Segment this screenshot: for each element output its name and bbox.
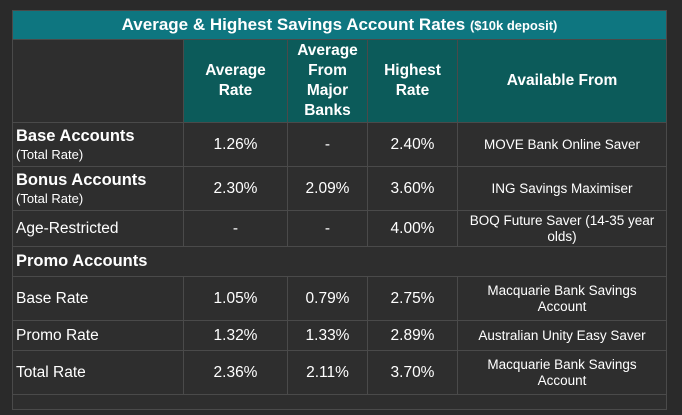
cell-average: 1.32%: [183, 320, 288, 351]
cell-average: 1.26%: [183, 122, 288, 167]
cell-major: 2.09%: [287, 166, 368, 211]
table-row-promo-base: Base Rate 1.05% 0.79% 2.75% Macquarie Ba…: [12, 276, 668, 321]
cell-highest: 2.89%: [367, 320, 458, 351]
cell-available: MOVE Bank Online Saver: [456, 122, 668, 167]
row-sublabel: (Total Rate): [16, 191, 84, 206]
cell-available: Macquarie Bank Savings Account: [456, 276, 668, 321]
cell-available: ING Savings Maximiser: [456, 166, 668, 211]
table-row-promo-total: Total Rate 2.36% 2.11% 3.70% Macquarie B…: [12, 350, 668, 395]
table-row-promo-section: Promo Accounts: [11, 246, 668, 277]
row-label-cell: Base Accounts (Total Rate): [12, 122, 184, 167]
table-row-promo-rate: Promo Rate 1.32% 1.33% 2.89% Australian …: [12, 320, 668, 351]
header-blank-cell: [12, 39, 184, 123]
cell-highest: 2.40%: [367, 122, 458, 167]
cell-major: 1.33%: [287, 320, 368, 351]
cell-highest: 3.60%: [367, 166, 458, 211]
row-label: Base Accounts: [16, 127, 135, 145]
cell-major: 2.11%: [287, 350, 368, 395]
table-tail-cell: [11, 394, 668, 410]
table-row-bonus-accounts: Bonus Accounts (Total Rate) 2.30% 2.09% …: [12, 166, 668, 211]
cell-major: -: [287, 122, 368, 167]
header-highest-rate: Highest Rate: [367, 39, 458, 123]
table-title: Average & Highest Savings Account Rates …: [11, 10, 668, 40]
table-tail-row: [11, 394, 668, 410]
table-title-sub: ($10k deposit): [469, 18, 558, 33]
section-heading-promo: Promo Accounts: [11, 246, 668, 277]
cell-highest: 4.00%: [367, 210, 458, 247]
row-label: Base Rate: [12, 276, 184, 321]
cell-average: -: [183, 210, 288, 247]
row-label: Total Rate: [12, 350, 184, 395]
table-title-main: Average & Highest Savings Account Rates: [121, 15, 466, 34]
table-row-age-restricted: Age-Restricted - - 4.00% BOQ Future Save…: [12, 210, 668, 247]
cell-major: 0.79%: [287, 276, 368, 321]
cell-highest: 3.70%: [367, 350, 458, 395]
cell-average: 1.05%: [183, 276, 288, 321]
cell-highest: 2.75%: [367, 276, 458, 321]
cell-available: Macquarie Bank Savings Account: [456, 350, 668, 395]
row-label: Age-Restricted: [12, 210, 184, 247]
header-available-from: Available From: [456, 39, 668, 123]
row-label: Promo Rate: [12, 320, 184, 351]
cell-available: Australian Unity Easy Saver: [456, 320, 668, 351]
row-label: Bonus Accounts: [16, 171, 147, 189]
header-average-major-banks: Average From Major Banks: [287, 39, 368, 123]
row-sublabel: (Total Rate): [16, 147, 84, 162]
table-row-base-accounts: Base Accounts (Total Rate) 1.26% - 2.40%…: [12, 122, 668, 167]
cell-average: 2.36%: [183, 350, 288, 395]
header-average-rate: Average Rate: [183, 39, 288, 123]
row-label-cell: Bonus Accounts (Total Rate): [12, 166, 184, 211]
cell-average: 2.30%: [183, 166, 288, 211]
cell-available: BOQ Future Saver (14-35 year olds): [456, 210, 668, 247]
cell-major: -: [287, 210, 368, 247]
savings-rates-table: Average & Highest Savings Account Rates …: [11, 10, 668, 410]
